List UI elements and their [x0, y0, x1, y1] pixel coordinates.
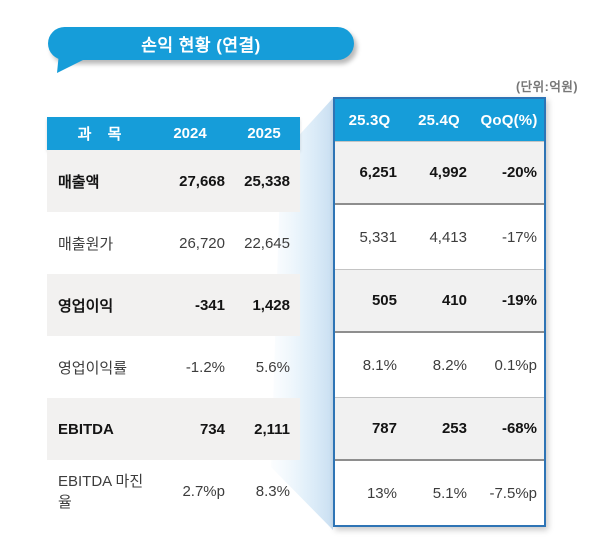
- value-2024: 734: [199, 420, 225, 438]
- value-25-3q: 6,251: [359, 164, 397, 181]
- value-2025: 2,111: [254, 420, 290, 438]
- col-header-qoq: QoQ(%): [480, 111, 538, 129]
- value-25-4q: 4,992: [429, 164, 467, 181]
- value-2024: -341: [194, 296, 225, 314]
- table-row: 매출액 27,668 25,338: [47, 150, 300, 212]
- value-2025: 25,338: [244, 172, 290, 190]
- value-25-3q: 787: [371, 420, 397, 437]
- row-label: 매출원가: [58, 235, 114, 253]
- table-row: EBITDA 734 2,111: [47, 398, 300, 460]
- table-row: 영업이익률 -1.2% 5.6%: [47, 336, 300, 398]
- value-25-4q: 8.2%: [432, 356, 467, 374]
- row-label: EBITDA 마진율: [58, 473, 144, 511]
- value-25-4q: 253: [441, 420, 467, 437]
- value-25-3q: 5,331: [359, 228, 397, 246]
- annual-income-table: 과 목 2024 2025 매출액 27,668 25,338 매출원가 26,…: [47, 117, 300, 522]
- table-row: 영업이익 -341 1,428: [47, 274, 300, 336]
- value-qoq: 0.1%p: [494, 356, 537, 374]
- value-2025: 5.6%: [255, 358, 290, 376]
- table-row: 5,331 4,413 -17%: [335, 205, 544, 269]
- row-label: 매출액: [58, 173, 100, 191]
- row-label: 영업이익률: [58, 359, 128, 377]
- value-25-3q: 13%: [366, 484, 397, 502]
- col-header-2024: 2024: [173, 125, 207, 142]
- table-row: 8.1% 8.2% 0.1%p: [335, 333, 544, 397]
- value-2025: 1,428: [252, 296, 290, 314]
- col-header-2025: 2025: [247, 125, 281, 142]
- value-qoq: -7.5%p: [489, 484, 537, 502]
- value-2024: -1.2%: [185, 358, 225, 376]
- value-25-4q: 5.1%: [432, 484, 467, 502]
- value-25-4q: 410: [441, 292, 467, 309]
- quarterly-highlight-table: 25.3Q 25.4Q QoQ(%) 6,251 4,992 -20% 5,33…: [333, 97, 546, 527]
- col-header-item: 과 목: [77, 126, 128, 143]
- table-row: 505 410 -19%: [335, 269, 544, 333]
- unit-label: (단위:억원): [516, 80, 578, 94]
- value-2024: 26,720: [179, 234, 225, 252]
- value-25-4q: 4,413: [429, 228, 467, 246]
- value-25-3q: 8.1%: [362, 356, 397, 374]
- table-row: 13% 5.1% -7.5%p: [335, 461, 544, 525]
- value-qoq: -17%: [501, 228, 537, 246]
- table-row: 6,251 4,992 -20%: [335, 141, 544, 205]
- table-row: 787 253 -68%: [335, 397, 544, 461]
- row-label: EBITDA: [58, 420, 114, 438]
- value-25-3q: 505: [371, 292, 397, 309]
- annual-table-header: 과 목 2024 2025: [47, 117, 300, 150]
- value-2025: 8.3%: [255, 482, 290, 500]
- page-title: 손익 현황 (연결): [141, 36, 261, 55]
- value-2024: 27,668: [179, 172, 225, 190]
- value-2025: 22,645: [244, 234, 290, 252]
- col-header-25-4q: 25.4Q: [418, 111, 460, 129]
- row-label: 영업이익: [58, 297, 114, 315]
- value-qoq: -20%: [501, 164, 537, 181]
- table-row: EBITDA 마진율 2.7%p 8.3%: [47, 460, 300, 522]
- title-banner: 손익 현황 (연결): [48, 27, 354, 60]
- value-2024: 2.7%p: [182, 482, 225, 500]
- annual-table-body: 매출액 27,668 25,338 매출원가 26,720 22,645 영업이…: [47, 150, 300, 522]
- quarterly-table-body: 6,251 4,992 -20% 5,331 4,413 -17% 505 41…: [335, 141, 544, 525]
- value-qoq: -68%: [501, 420, 537, 437]
- value-qoq: -19%: [501, 292, 537, 309]
- table-row: 매출원가 26,720 22,645: [47, 212, 300, 274]
- quarterly-table-header: 25.3Q 25.4Q QoQ(%): [335, 99, 544, 141]
- col-header-25-3q: 25.3Q: [348, 111, 391, 129]
